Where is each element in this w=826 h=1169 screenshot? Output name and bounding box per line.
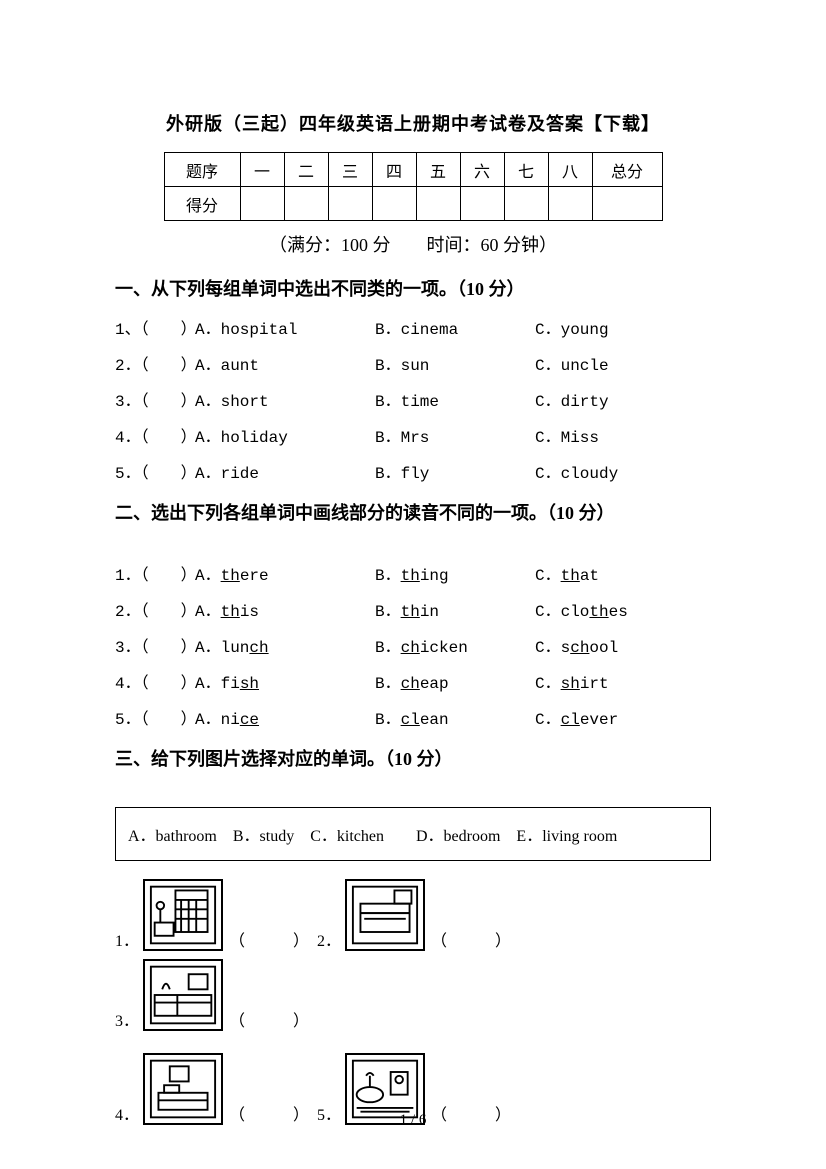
score-cell[interactable] <box>460 187 504 221</box>
question-row: 2．（ ）A．auntB．sunC．uncle <box>115 351 711 375</box>
score-cell[interactable] <box>504 187 548 221</box>
question-row: 1．（ ）A．thereB．thingC．that <box>115 561 711 585</box>
q-num: 1．（ ） <box>115 561 195 585</box>
option-b: B．cinema <box>375 315 535 339</box>
picture-row-1: 1． （ ） 2． （ ） 3． （ ） <box>115 879 711 1039</box>
q-num: 4．（ ） <box>115 423 195 447</box>
option-b: B．thin <box>375 597 535 621</box>
th-total: 总分 <box>592 153 662 187</box>
option-a: A．nice <box>195 705 375 729</box>
question-row: 3．（ ）A．lunchB．chickenC．school <box>115 633 711 657</box>
word-choice-box: A．bathroom B．study C．kitchen D．bedroom E… <box>115 807 711 861</box>
answer-blank[interactable]: （ ） <box>431 927 511 951</box>
option-b: B．Mrs <box>375 423 535 447</box>
score-cell[interactable] <box>284 187 328 221</box>
option-a: A．lunch <box>195 633 375 657</box>
pic-study-icon <box>143 879 223 951</box>
pic-living-room-icon <box>345 879 425 951</box>
q-num: 2．（ ） <box>115 597 195 621</box>
option-a: A．hospital <box>195 315 375 339</box>
option-c: C．school <box>535 633 675 657</box>
q-num: 1、（ ） <box>115 315 195 339</box>
th-7: 七 <box>504 153 548 187</box>
th-1: 一 <box>240 153 284 187</box>
score-cell-total[interactable] <box>592 187 662 221</box>
page-number: 1 / 6 <box>0 1112 826 1129</box>
q-num: 4．（ ） <box>115 669 195 693</box>
option-a: A．ride <box>195 459 375 483</box>
option-c: C．that <box>535 561 675 585</box>
th-8: 八 <box>548 153 592 187</box>
option-c: C．dirty <box>535 387 675 411</box>
option-b: B．cheap <box>375 669 535 693</box>
option-c: C．Miss <box>535 423 675 447</box>
option-b: B．thing <box>375 561 535 585</box>
option-b: B．sun <box>375 351 535 375</box>
question-row: 5．（ ）A．rideB．flyC．cloudy <box>115 459 711 483</box>
page-title: 外研版（三起）四年级英语上册期中考试卷及答案【下载】 <box>115 110 711 136</box>
option-c: C．clever <box>535 705 675 729</box>
pic-kitchen-icon <box>143 959 223 1031</box>
pic-num-1: 1． <box>115 927 139 951</box>
score-cell[interactable] <box>240 187 284 221</box>
th-3: 三 <box>328 153 372 187</box>
q-num: 3．（ ） <box>115 387 195 411</box>
score-cell[interactable] <box>372 187 416 221</box>
th-2: 二 <box>284 153 328 187</box>
th-5: 五 <box>416 153 460 187</box>
option-b: B．chicken <box>375 633 535 657</box>
question-row: 3．（ ）A．shortB．timeC．dirty <box>115 387 711 411</box>
option-c: C．shirt <box>535 669 675 693</box>
option-a: A．holiday <box>195 423 375 447</box>
option-a: A．this <box>195 597 375 621</box>
q-num: 5．（ ） <box>115 705 195 729</box>
option-a: A．aunt <box>195 351 375 375</box>
option-c: C．uncle <box>535 351 675 375</box>
q-num: 2．（ ） <box>115 351 195 375</box>
score-cell[interactable] <box>548 187 592 221</box>
section2-heading: 二、选出下列各组单词中画线部分的读音不同的一项。（10 分） <box>115 499 711 525</box>
option-c: C．cloudy <box>535 459 675 483</box>
option-b: B．time <box>375 387 535 411</box>
option-b: B．fly <box>375 459 535 483</box>
question-row: 2．（ ）A．thisB．thinC．clothes <box>115 597 711 621</box>
question-row: 4．（ ）A．holidayB．MrsC．Miss <box>115 423 711 447</box>
pic-num-3: 3． <box>115 1007 139 1031</box>
score-cell[interactable] <box>328 187 372 221</box>
question-row: 5．（ ）A．niceB．cleanC．clever <box>115 705 711 729</box>
th-seq: 题序 <box>164 153 240 187</box>
exam-meta: （满分：100 分 时间：60 分钟） <box>115 231 711 257</box>
question-row: 1、（ ）A．hospitalB．cinemaC．young <box>115 315 711 339</box>
q-num: 3．（ ） <box>115 633 195 657</box>
option-c: C．young <box>535 315 675 339</box>
option-a: A．there <box>195 561 375 585</box>
section1-heading: 一、从下列每组单词中选出不同类的一项。（10 分） <box>115 275 711 301</box>
td-scorelabel: 得分 <box>164 187 240 221</box>
answer-blank[interactable]: （ ） <box>229 927 309 951</box>
score-cell[interactable] <box>416 187 460 221</box>
q-num: 5．（ ） <box>115 459 195 483</box>
pic-num-2: 2． <box>317 927 341 951</box>
th-4: 四 <box>372 153 416 187</box>
question-row: 4．（ ）A．fishB．cheapC．shirt <box>115 669 711 693</box>
th-6: 六 <box>460 153 504 187</box>
score-table: 题序 一 二 三 四 五 六 七 八 总分 得分 <box>164 152 663 221</box>
option-a: A．fish <box>195 669 375 693</box>
option-b: B．clean <box>375 705 535 729</box>
option-a: A．short <box>195 387 375 411</box>
option-c: C．clothes <box>535 597 675 621</box>
section3-heading: 三、给下列图片选择对应的单词。（10 分） <box>115 745 711 771</box>
answer-blank[interactable]: （ ） <box>229 1007 309 1031</box>
